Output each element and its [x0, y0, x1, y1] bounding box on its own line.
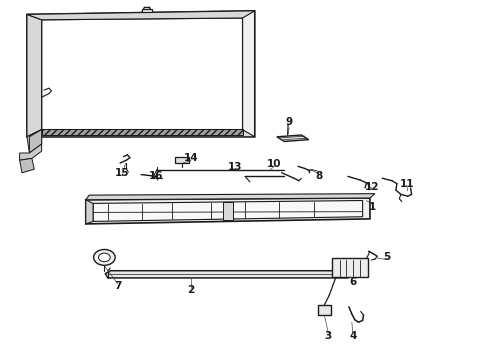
- Polygon shape: [20, 158, 34, 173]
- Circle shape: [334, 261, 338, 264]
- Polygon shape: [86, 198, 370, 224]
- Bar: [332, 258, 368, 277]
- Bar: [175, 157, 189, 163]
- Polygon shape: [105, 271, 353, 278]
- Circle shape: [362, 261, 366, 264]
- Polygon shape: [42, 18, 243, 130]
- Polygon shape: [27, 14, 42, 137]
- Circle shape: [334, 271, 338, 274]
- Polygon shape: [27, 130, 255, 137]
- Bar: [223, 202, 233, 220]
- Polygon shape: [27, 11, 255, 137]
- Polygon shape: [86, 200, 93, 224]
- Text: 7: 7: [114, 281, 122, 291]
- Polygon shape: [277, 135, 309, 141]
- Text: 3: 3: [325, 330, 332, 341]
- Bar: [318, 305, 331, 315]
- Circle shape: [98, 253, 110, 262]
- Text: 12: 12: [365, 182, 380, 192]
- Text: 14: 14: [184, 153, 198, 163]
- Polygon shape: [29, 130, 42, 153]
- Text: 6: 6: [349, 276, 356, 287]
- Bar: [42, 129, 243, 135]
- Text: 8: 8: [315, 171, 322, 181]
- Polygon shape: [27, 11, 255, 20]
- Polygon shape: [27, 130, 42, 153]
- Text: 9: 9: [286, 117, 293, 127]
- Text: 10: 10: [267, 159, 282, 169]
- Text: 16: 16: [148, 171, 163, 181]
- Polygon shape: [93, 201, 363, 221]
- Circle shape: [362, 271, 366, 274]
- Bar: [142, 9, 152, 12]
- Text: 1: 1: [369, 202, 376, 212]
- Polygon shape: [20, 144, 42, 160]
- Polygon shape: [86, 194, 375, 200]
- Text: 13: 13: [228, 162, 243, 172]
- Text: 5: 5: [384, 252, 391, 262]
- Text: 4: 4: [349, 330, 357, 341]
- Text: 2: 2: [188, 285, 195, 295]
- Text: 11: 11: [399, 179, 414, 189]
- Text: 15: 15: [115, 168, 130, 178]
- Circle shape: [94, 249, 115, 265]
